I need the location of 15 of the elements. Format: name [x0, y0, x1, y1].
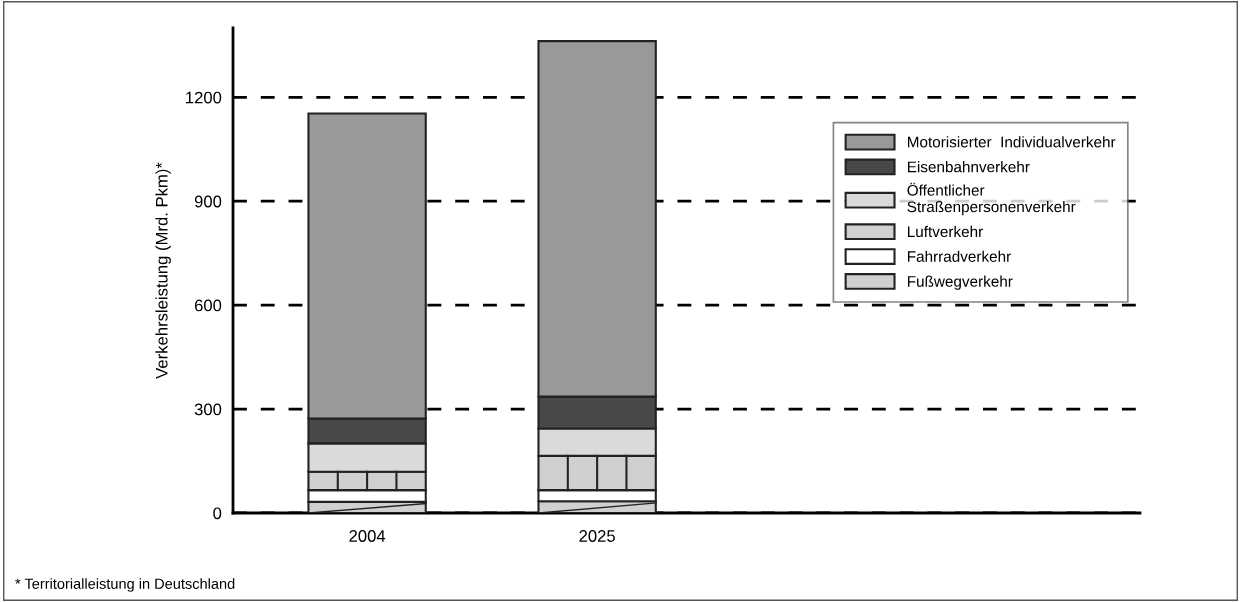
- y-tick-label: 300: [194, 403, 222, 416]
- legend-label: Fahrradverkehr: [908, 250, 1011, 262]
- legend-label: Öffentlicher Straßenpersonenverkehr: [907, 182, 1076, 216]
- y-axis-title: Verkehrsleistung (Mrd. Pkm)*: [155, 162, 171, 379]
- y-tick-label: 600: [194, 299, 222, 312]
- x-tick-label: 2025: [579, 530, 615, 542]
- legend-label: Motorisierter Individualverkehr: [908, 136, 1116, 148]
- legend-label: Fußwegverkehr: [908, 275, 1013, 290]
- y-tick-label: 900: [194, 195, 222, 208]
- y-tick-label: 0: [213, 507, 222, 520]
- legend-label: Eisenbahnverkehr: [908, 161, 1030, 173]
- x-tick-label: 2004: [349, 530, 386, 542]
- text: * Territorialleistung in Deutschland: [15, 578, 235, 592]
- y-tick-label: 1200: [186, 91, 222, 104]
- legend-label: Luftverkehr: [908, 225, 983, 238]
